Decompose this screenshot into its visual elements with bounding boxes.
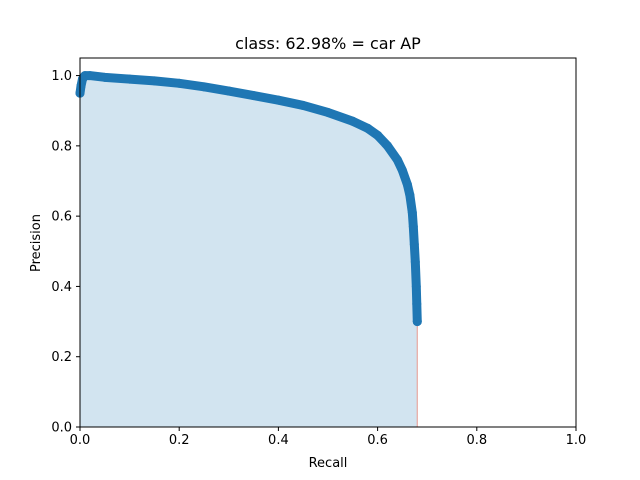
x-axis-label: Recall xyxy=(309,456,348,471)
pr-curve-point xyxy=(411,281,421,291)
pr-curve-point xyxy=(348,116,358,126)
pr-curve-point xyxy=(402,180,412,190)
pr-curve-point xyxy=(298,100,308,110)
pr-curve-point xyxy=(100,72,110,82)
y-axis-label: Precision xyxy=(29,214,44,272)
y-tick-label: 0.0 xyxy=(51,421,72,436)
x-tick-label: 0.8 xyxy=(466,433,487,448)
pr-curve-point xyxy=(174,78,184,88)
x-tick-label: 0.0 xyxy=(70,433,91,448)
pr-curve-point xyxy=(408,222,418,232)
y-tick-label: 0.2 xyxy=(51,350,72,365)
y-tick-label: 1.0 xyxy=(51,69,72,84)
pr-curve-point xyxy=(85,71,95,81)
y-tick-label: 0.6 xyxy=(51,210,72,225)
pr-curve-point xyxy=(249,91,259,101)
y-tick-label: 0.8 xyxy=(51,139,72,154)
pr-curve-point xyxy=(273,95,283,105)
pr-curve-point xyxy=(76,81,86,91)
pr-curve-point xyxy=(392,155,402,165)
chart-title: class: 62.98% = car AP xyxy=(235,34,421,53)
x-tick-label: 0.2 xyxy=(169,433,190,448)
pr-curve-point xyxy=(224,86,234,96)
plot-area: 0.0 0.2 0.4 0.6 0.8 1.0 0.0 0.2 0.4 0.6 0.8 1.0 xyxy=(51,57,587,448)
axes-frame xyxy=(79,57,577,428)
pr-curve-point xyxy=(412,317,422,327)
pr-area-fill xyxy=(80,75,418,428)
x-tick-label: 1.0 xyxy=(566,433,587,448)
pr-curve-point xyxy=(373,130,383,140)
pr-curve-point xyxy=(323,107,333,117)
x-tick-label: 0.4 xyxy=(268,433,289,448)
pr-curve-point xyxy=(407,208,417,218)
pr-curve-point xyxy=(397,165,407,175)
pr-curve-point xyxy=(412,299,422,309)
pr-curve-point xyxy=(409,239,419,249)
x-tick-label: 0.6 xyxy=(367,433,388,448)
pr-curve-point xyxy=(383,141,393,151)
pr-curve-point xyxy=(199,82,209,92)
y-tick-label: 0.4 xyxy=(51,280,72,295)
pr-curve-point xyxy=(405,190,415,200)
pr-curve-point xyxy=(363,123,373,133)
pr-curve-point xyxy=(149,76,159,86)
pr-curve-point xyxy=(125,74,135,84)
pr-curve-point xyxy=(410,257,420,267)
